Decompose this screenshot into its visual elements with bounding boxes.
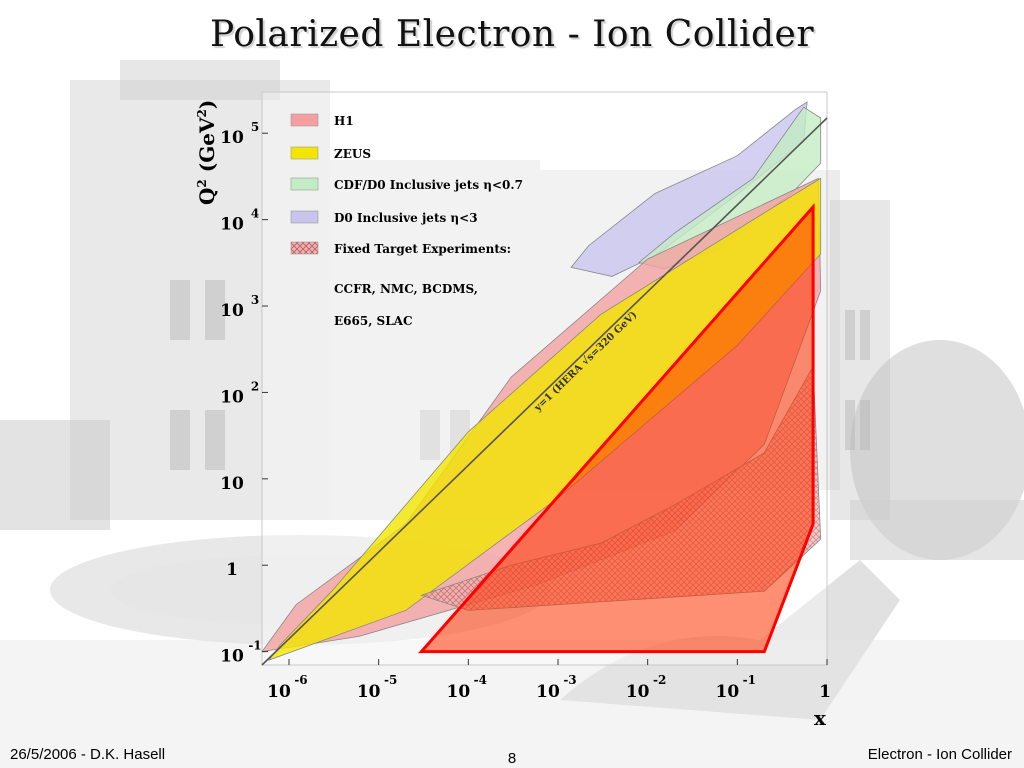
y-axis-title-part: 2 <box>195 179 209 187</box>
legend-label-cdf-d0-inclusive-jets-0-7: CDF/D0 Inclusive jets η<0.7 <box>334 178 523 192</box>
x-tick-exponent: -3 <box>563 673 576 687</box>
eic-layer <box>418 203 815 654</box>
y-tick-exponent: 3 <box>251 293 259 307</box>
y-axis-title: Q2 (GeV2) <box>195 100 219 205</box>
legend-swatch-d0-inclusive-jets-3 <box>290 210 319 224</box>
x-tick-exponent: -4 <box>474 673 487 687</box>
y-axis-title-part: ) <box>195 100 219 109</box>
region-zeus <box>267 177 822 661</box>
x-tick-exponent: -2 <box>653 673 666 687</box>
legend: H1 ZEUS CDF/D0 Inclusive jets η<0.7 D0 Incl… <box>290 113 523 328</box>
legend-label-d0-inclusive-jets-3: D0 Inclusive jets η<3 <box>334 211 478 225</box>
y-tick-label: 10 <box>220 128 244 148</box>
x-tick-label: 10 <box>536 682 560 702</box>
y-tick-label: 10 <box>220 301 244 321</box>
x-tick-label: 10 <box>267 682 291 702</box>
x-tick-exponent: -5 <box>384 673 397 687</box>
footer-topic: Electron - Ion Collider <box>867 746 1012 763</box>
x-tick-label: 1 <box>819 682 831 702</box>
legend-swatch-fixed-target-experiments <box>290 241 319 255</box>
y-tick-exponent: 5 <box>251 120 259 134</box>
y-tick-label: 10 <box>220 474 244 494</box>
y-tick-exponent: -1 <box>248 639 261 653</box>
eic-region <box>418 203 815 654</box>
slide-number: 8 <box>507 750 517 767</box>
x-tick-label: 10 <box>357 682 381 702</box>
y-axis-title-part: 2 <box>195 109 209 117</box>
slide-title: Polarized Electron - Ion Collider <box>209 14 815 55</box>
y-axis-title-part: Q <box>195 188 219 205</box>
y-tick-label: 10 <box>220 647 244 667</box>
y-tick-label: 10 <box>220 215 244 235</box>
legend-label-h1: H1 <box>334 114 354 128</box>
legend-label-zeus: ZEUS <box>334 147 371 161</box>
x-tick-exponent: -6 <box>294 673 307 687</box>
legend-note: CCFR, NMC, BCDMS, <box>334 282 478 296</box>
y-tick-exponent: 4 <box>251 207 259 221</box>
kinematic-limit-line <box>261 117 828 666</box>
legend-swatch-cdf-d0-inclusive-jets-0-7 <box>290 177 319 191</box>
x-tick-label: 10 <box>626 682 650 702</box>
x-axis-title: x <box>814 706 827 730</box>
y-tick-label: 10 <box>220 387 244 407</box>
y-tick-exponent: 2 <box>251 379 259 393</box>
x-tick-label: 10 <box>715 682 739 702</box>
legend-swatch-zeus <box>290 146 319 160</box>
legend-note: E665, SLAC <box>334 314 413 328</box>
axis-layer: 10-610-510-410-310-210-1110-111010210310… <box>195 100 831 730</box>
y-tick-label: 1 <box>226 560 238 580</box>
x-tick-exponent: -1 <box>743 673 756 687</box>
x-tick-label: 10 <box>446 682 470 702</box>
y-axis-title-part: (GeV <box>195 117 219 179</box>
legend-swatch-h1 <box>290 113 319 127</box>
legend-label-fixed-target-experiments: Fixed Target Experiments: <box>334 242 511 256</box>
footer-author-date: 26/5/2006 - D.K. Hasell <box>10 746 166 763</box>
